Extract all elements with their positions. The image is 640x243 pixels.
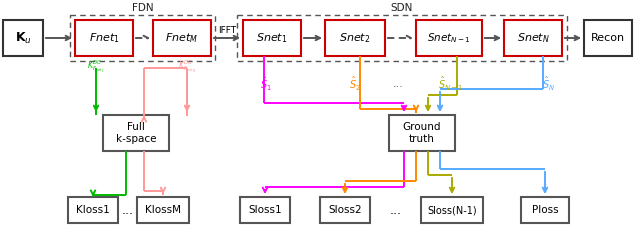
Text: Full
k-space: Full k-space [116,122,156,144]
Text: ...: ... [122,203,134,217]
Text: ...: ... [390,203,401,217]
Text: $\hat{S}_2$: $\hat{S}_2$ [349,75,361,93]
Text: $Snet_N$: $Snet_N$ [516,31,550,45]
Text: Sloss1: Sloss1 [248,205,282,215]
Text: IFFT: IFFT [218,26,236,35]
Text: $\mathbf{K}_u$: $\mathbf{K}_u$ [15,30,31,45]
Text: ...: ... [393,79,404,89]
Text: $Fnet_M$: $Fnet_M$ [165,31,198,45]
FancyBboxPatch shape [243,20,301,56]
Text: $\hat{S}_N$: $\hat{S}_N$ [543,75,556,93]
Text: SDN: SDN [391,3,413,13]
FancyBboxPatch shape [389,115,455,151]
FancyBboxPatch shape [68,197,118,223]
Text: Sloss(N-1): Sloss(N-1) [427,205,477,215]
FancyBboxPatch shape [325,20,385,56]
FancyBboxPatch shape [153,20,211,56]
Text: $\hat{S}_{N-1}$: $\hat{S}_{N-1}$ [438,75,464,93]
Text: $K^{DC}_{F_{net_M}}$: $K^{DC}_{F_{net_M}}$ [178,58,196,75]
Text: Ploss: Ploss [532,205,558,215]
FancyBboxPatch shape [137,197,189,223]
FancyBboxPatch shape [421,197,483,223]
Text: Ground
truth: Ground truth [403,122,441,144]
Bar [237,15,567,61]
Text: Sloss2: Sloss2 [328,205,362,215]
Text: $Snet_1$: $Snet_1$ [256,31,288,45]
FancyBboxPatch shape [521,197,569,223]
Text: $\hat{S}_1$: $\hat{S}_1$ [260,75,272,93]
Text: $Snet_2$: $Snet_2$ [339,31,371,45]
Text: $Snet_{N-1}$: $Snet_{N-1}$ [427,31,471,45]
Text: KlossM: KlossM [145,205,181,215]
FancyBboxPatch shape [584,20,632,56]
Text: $K^{DC}_{F_{net_1}}$: $K^{DC}_{F_{net_1}}$ [87,58,105,75]
Text: Recon: Recon [591,33,625,43]
Text: Kloss1: Kloss1 [76,205,110,215]
FancyBboxPatch shape [103,115,169,151]
FancyBboxPatch shape [3,20,43,56]
FancyBboxPatch shape [240,197,290,223]
FancyBboxPatch shape [416,20,482,56]
Bar [70,15,215,61]
Text: FDN: FDN [132,3,154,13]
Text: $Fnet_1$: $Fnet_1$ [88,31,120,45]
FancyBboxPatch shape [320,197,370,223]
FancyBboxPatch shape [75,20,133,56]
FancyBboxPatch shape [504,20,562,56]
